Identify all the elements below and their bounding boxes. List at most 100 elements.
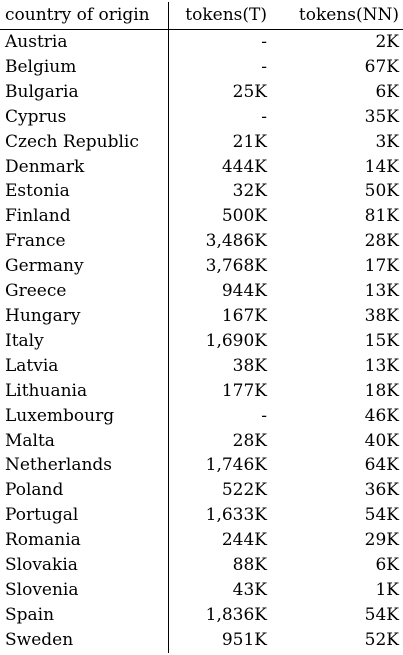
table-row: Cyprus - 35K xyxy=(0,104,403,130)
header-tokens-nn: tokens(NN) xyxy=(269,2,403,30)
cell-country: Bulgaria xyxy=(5,81,79,102)
cell-tokens-t: 1,633K xyxy=(168,503,269,529)
cell-country: Czech Republic xyxy=(5,131,139,152)
cell-country: Lithuania xyxy=(5,380,88,401)
cell-tokens-t: 3,486K xyxy=(168,229,269,255)
cell-country: Luxembourg xyxy=(5,405,115,426)
table-row: Romania 244K 29K xyxy=(0,528,403,554)
cell-country: Poland xyxy=(5,480,64,501)
cell-tokens-nn: 29K xyxy=(364,530,399,551)
cell-tokens-nn: 2K xyxy=(375,32,399,52)
cell-tokens-nn: 81K xyxy=(364,206,399,227)
cell-tokens-t: 38K xyxy=(168,353,269,379)
cell-country: Greece xyxy=(5,281,67,302)
table-row: Slovenia 43K 1K xyxy=(0,577,403,603)
table-row: Portugal 1,633K 54K xyxy=(0,503,403,529)
cell-tokens-t: 522K xyxy=(168,478,269,504)
table-row: Spain 1,836K 54K xyxy=(0,602,403,628)
header-country-of-origin: country of origin xyxy=(0,2,169,30)
cell-tokens-t: 444K xyxy=(168,154,269,180)
cell-tokens-t: 88K xyxy=(168,553,269,578)
cell-country: Latvia xyxy=(5,355,59,376)
cell-tokens-t: - xyxy=(168,104,269,130)
cell-country: Cyprus xyxy=(5,106,67,127)
cell-tokens-t: 1,746K xyxy=(168,453,269,479)
cell-tokens-nn: 17K xyxy=(364,256,399,277)
cell-tokens-nn: 14K xyxy=(364,156,399,177)
cell-tokens-nn: 28K xyxy=(364,231,399,252)
table-row: Austria - 2K xyxy=(0,29,403,55)
cell-tokens-t: 43K xyxy=(168,577,269,603)
cell-tokens-t: 944K xyxy=(168,279,269,304)
cell-tokens-nn: 1K xyxy=(375,579,399,600)
cell-tokens-t: 500K xyxy=(168,204,269,230)
table-row: Poland 522K 36K xyxy=(0,478,403,504)
cell-tokens-nn: 54K xyxy=(364,604,399,625)
table-row: Latvia 38K 13K xyxy=(0,353,403,379)
cell-country: Belgium xyxy=(5,56,77,77)
table-row: Netherlands 1,746K 64K xyxy=(0,453,403,479)
table-row: Greece 944K 13K xyxy=(0,279,403,304)
table-row: Luxembourg - 46K xyxy=(0,403,403,429)
header-row: country of origin tokens(T) tokens(NN) xyxy=(0,2,403,30)
cell-tokens-t: 244K xyxy=(168,528,269,554)
cell-tokens-nn: 6K xyxy=(375,81,399,102)
table-row: Germany 3,768K 17K xyxy=(0,254,403,280)
cell-country: Malta xyxy=(5,430,55,451)
table-row: Hungary 167K 38K xyxy=(0,303,403,329)
cell-tokens-nn: 15K xyxy=(364,330,399,351)
cell-country: Finland xyxy=(5,206,71,227)
table-row: France 3,486K 28K xyxy=(0,229,403,255)
cell-country: Romania xyxy=(5,530,81,551)
cell-tokens-nn: 35K xyxy=(364,106,399,127)
table-row: Denmark 444K 14K xyxy=(0,154,403,180)
cell-tokens-t: 177K xyxy=(168,378,269,404)
cell-tokens-nn: 6K xyxy=(375,555,399,576)
cell-country: Austria xyxy=(5,32,68,52)
cell-tokens-t: 3,768K xyxy=(168,254,269,280)
table-row: Italy 1,690K 15K xyxy=(0,328,403,354)
cell-tokens-nn: 38K xyxy=(364,305,399,326)
cell-tokens-t: - xyxy=(168,29,269,55)
cell-country: France xyxy=(5,231,66,252)
cell-tokens-nn: 13K xyxy=(364,281,399,302)
cell-tokens-t: 32K xyxy=(168,179,269,205)
cell-tokens-nn: 18K xyxy=(364,380,399,401)
table-row: Estonia 32K 50K xyxy=(0,179,403,205)
cell-tokens-t: 1,690K xyxy=(168,328,269,354)
cell-country: Germany xyxy=(5,256,84,277)
cell-tokens-nn: 54K xyxy=(364,505,399,526)
cell-country: Portugal xyxy=(5,505,79,526)
table-row: Malta 28K 40K xyxy=(0,428,403,454)
cell-country: Italy xyxy=(5,330,44,351)
cell-tokens-nn: 67K xyxy=(364,56,399,77)
cell-tokens-nn: 40K xyxy=(364,430,399,451)
table-row: Belgium - 67K xyxy=(0,54,403,80)
cell-country: Hungary xyxy=(5,305,81,326)
cell-tokens-t: 28K xyxy=(168,428,269,454)
cell-tokens-t: 951K xyxy=(168,627,269,653)
cell-country: Sweden xyxy=(5,629,74,650)
cell-tokens-t: 167K xyxy=(168,303,269,329)
table-row: Slovakia 88K 6K xyxy=(0,553,403,578)
table-row: Finland 500K 81K xyxy=(0,204,403,230)
table-body: Austria - 2K Belgium - 67K Bulgaria 25K 6K Cyprus… xyxy=(0,29,403,653)
cell-tokens-t: 1,836K xyxy=(168,602,269,628)
table-row: Czech Republic 21K 3K xyxy=(0,129,403,155)
header-tokens-t: tokens(T) xyxy=(168,2,269,30)
table-row: Lithuania 177K 18K xyxy=(0,378,403,404)
cell-tokens-nn: 3K xyxy=(375,131,399,152)
cell-tokens-nn: 46K xyxy=(364,405,399,426)
table-row: Bulgaria 25K 6K xyxy=(0,79,403,105)
cell-tokens-nn: 13K xyxy=(364,355,399,376)
cell-country: Estonia xyxy=(5,181,70,202)
cell-country: Spain xyxy=(5,604,55,625)
cell-country: Slovakia xyxy=(5,555,78,576)
cell-tokens-t: - xyxy=(168,403,269,429)
cell-tokens-nn: 36K xyxy=(364,480,399,501)
cell-tokens-nn: 64K xyxy=(364,455,399,476)
cell-tokens-t: - xyxy=(168,54,269,80)
cell-country: Netherlands xyxy=(5,455,113,476)
